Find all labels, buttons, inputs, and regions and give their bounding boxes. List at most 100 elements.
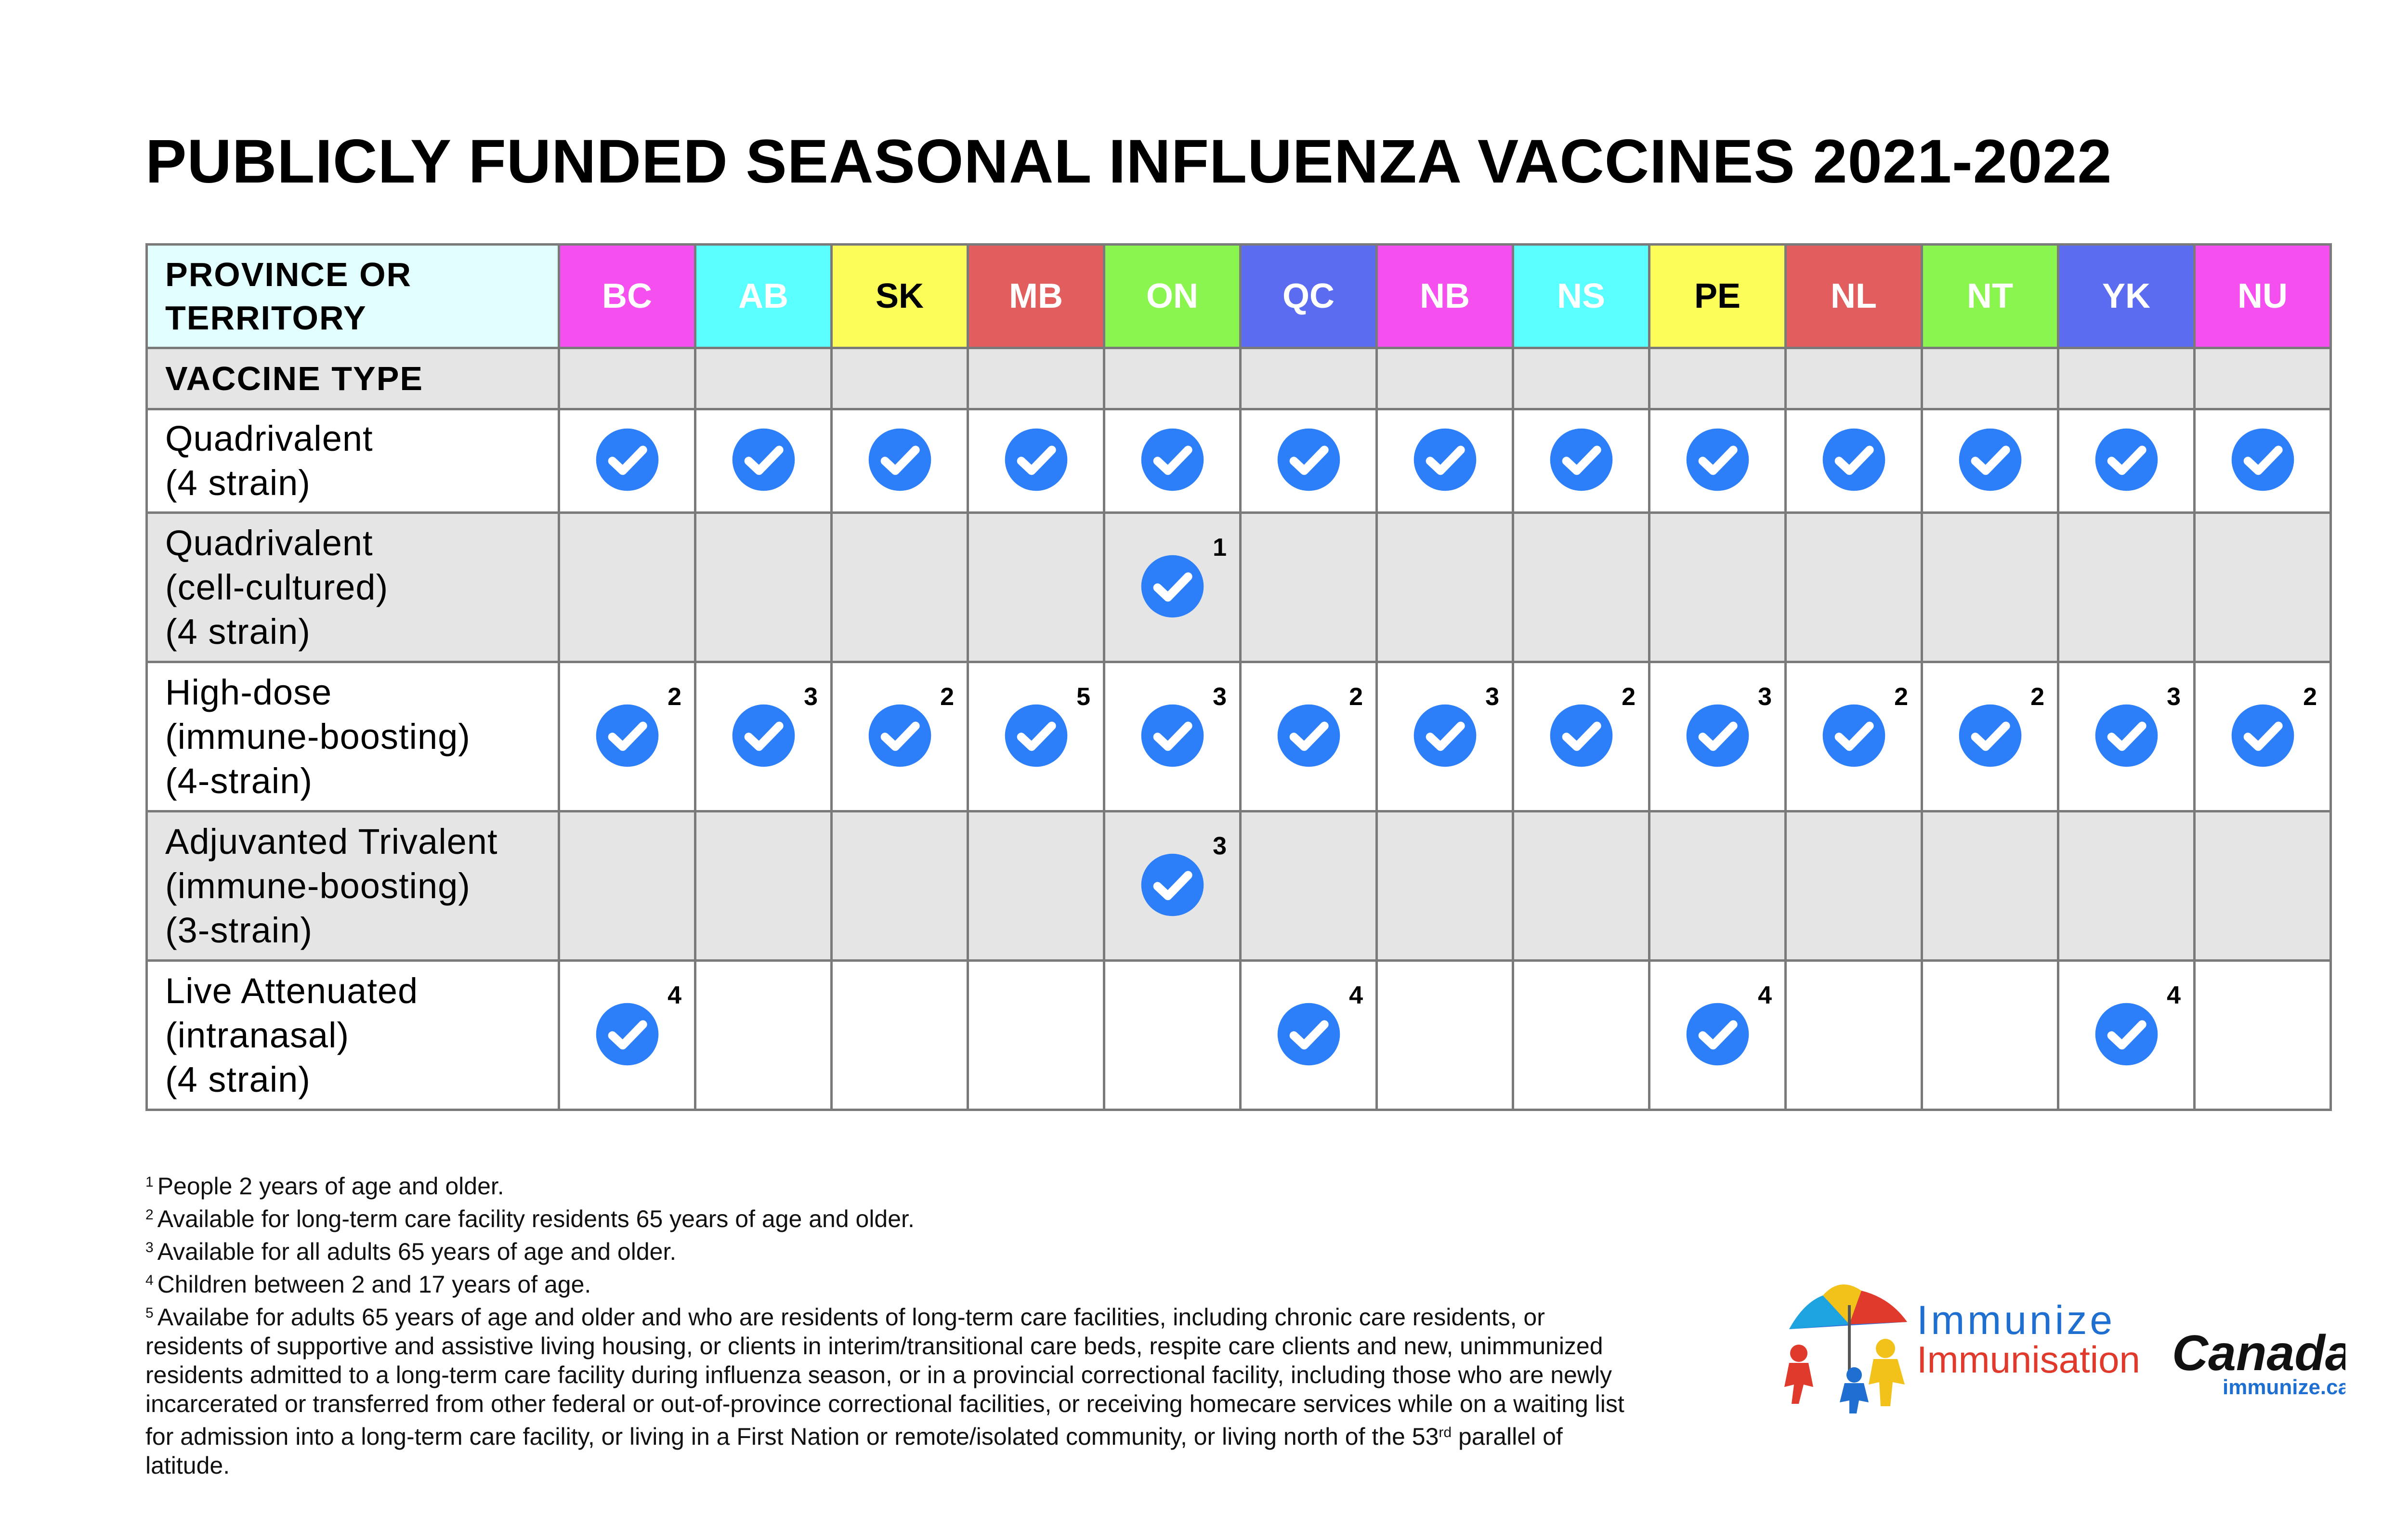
check-icon bbox=[1276, 427, 1341, 492]
check-icon bbox=[731, 703, 796, 768]
footnote-marker: 2 bbox=[940, 683, 954, 711]
footnote-marker: 3 bbox=[1485, 683, 1499, 711]
vaccine-type-cell bbox=[2057, 347, 2196, 410]
cell-qc bbox=[1239, 511, 1378, 663]
province-header-nu: NU bbox=[2193, 243, 2332, 349]
province-header-nb: NB bbox=[1375, 243, 1514, 349]
vaccine-type-label: VACCINE TYPE bbox=[145, 347, 560, 410]
cell-pe bbox=[1648, 810, 1787, 962]
cell-nu bbox=[2193, 511, 2332, 663]
check-icon bbox=[1685, 703, 1750, 768]
check-icon bbox=[1685, 427, 1750, 492]
check-icon bbox=[1958, 703, 2023, 768]
cell-pe: 4 bbox=[1648, 959, 1787, 1111]
check-icon bbox=[1821, 703, 1886, 768]
province-label-line2: TERRITORY bbox=[165, 299, 367, 337]
check-icon bbox=[867, 703, 932, 768]
immunize-canada-logo: Immunize Immunisation Canada immunize.ca bbox=[1777, 1276, 2353, 1416]
vaccine-row-label: Quadrivalent (4 strain) bbox=[145, 408, 560, 514]
vaccine-label-line: Adjuvanted Trivalent bbox=[165, 821, 498, 862]
vaccine-label-line: (immune-boosting) bbox=[165, 865, 471, 906]
vaccine-label-line: (4 strain) bbox=[165, 611, 311, 652]
province-header-sk: SK bbox=[830, 243, 969, 349]
vaccine-row-label: Live Attenuated (intranasal) (4 strain) bbox=[145, 959, 560, 1111]
cell-nl bbox=[1784, 408, 1923, 514]
footnote-marker: 2 bbox=[1622, 683, 1636, 711]
vaccine-type-cell bbox=[1239, 347, 1378, 410]
cell-pe bbox=[1648, 511, 1787, 663]
cell-ab bbox=[694, 959, 833, 1111]
footnote-marker: 3 bbox=[804, 683, 818, 711]
cell-ab bbox=[694, 511, 833, 663]
cell-on bbox=[1103, 959, 1242, 1111]
check-icon bbox=[1140, 703, 1205, 768]
cell-ns bbox=[1512, 511, 1650, 663]
province-header-ab: AB bbox=[694, 243, 833, 349]
check-icon bbox=[1140, 852, 1205, 917]
cell-qc: 2 bbox=[1239, 661, 1378, 812]
logo-word-immunize: Immunize bbox=[1917, 1297, 2115, 1343]
cell-ab: 3 bbox=[694, 661, 833, 812]
cell-nt bbox=[1921, 810, 2059, 962]
cell-yk: 3 bbox=[2057, 661, 2196, 812]
cell-bc bbox=[558, 408, 696, 514]
cell-on bbox=[1103, 408, 1242, 514]
cell-sk bbox=[830, 959, 969, 1111]
cell-mb bbox=[967, 810, 1105, 962]
cell-ab bbox=[694, 408, 833, 514]
vaccine-label-line: Quadrivalent bbox=[165, 523, 373, 563]
logo-word-canada: Canada bbox=[2172, 1325, 2345, 1381]
vaccine-label-line: (intranasal) bbox=[165, 1015, 350, 1055]
vaccine-type-cell bbox=[694, 347, 833, 410]
check-icon bbox=[1821, 427, 1886, 492]
check-icon bbox=[1004, 703, 1069, 768]
vaccine-label-line: (4-strain) bbox=[165, 760, 313, 801]
cell-nu: 2 bbox=[2193, 661, 2332, 812]
logo-graphic: Immunize Immunisation Canada immunize.ca bbox=[1784, 1284, 2353, 1413]
cell-on: 3 bbox=[1103, 810, 1242, 962]
check-icon bbox=[595, 427, 660, 492]
province-header-yk: YK bbox=[2057, 243, 2196, 349]
footnote-marker: 2 bbox=[2030, 683, 2044, 711]
check-icon bbox=[2094, 1002, 2159, 1067]
cell-sk bbox=[830, 511, 969, 663]
cell-nb bbox=[1375, 810, 1514, 962]
cell-sk: 2 bbox=[830, 661, 969, 812]
vaccine-row-label: Quadrivalent (cell-cultured) (4 strain) bbox=[145, 511, 560, 663]
cell-nu bbox=[2193, 408, 2332, 514]
check-icon bbox=[1276, 703, 1341, 768]
footnote-marker: 3 bbox=[2167, 683, 2181, 711]
vaccine-label-line: High-dose bbox=[165, 672, 332, 712]
check-icon bbox=[731, 427, 796, 492]
cell-mb bbox=[967, 511, 1105, 663]
logo-word-immunisation: Immunisation bbox=[1917, 1338, 2140, 1381]
footnote-4: 4 Children between 2 and 17 years of age. bbox=[145, 1271, 591, 1298]
cell-nl bbox=[1784, 511, 1923, 663]
province-header-nt: NT bbox=[1921, 243, 2059, 349]
footnote-marker: 5 bbox=[1076, 683, 1090, 711]
check-icon bbox=[1685, 1002, 1750, 1067]
footnote-marker: 2 bbox=[1349, 683, 1363, 711]
check-icon bbox=[1413, 703, 1478, 768]
cell-bc bbox=[558, 511, 696, 663]
footnote-marker: 1 bbox=[1213, 534, 1227, 562]
footnote-marker: 2 bbox=[2303, 683, 2317, 711]
vaccine-label-line: Quadrivalent bbox=[165, 418, 373, 458]
cell-mb bbox=[967, 959, 1105, 1111]
vaccine-type-cell bbox=[2193, 347, 2332, 410]
cell-bc bbox=[558, 810, 696, 962]
province-header-nl: NL bbox=[1784, 243, 1923, 349]
footnote-marker: 4 bbox=[1758, 981, 1772, 1009]
vaccine-type-header-row: VACCINE TYPE bbox=[145, 347, 2332, 410]
vaccine-row-label: High-dose (immune-boosting) (4-strain) bbox=[145, 661, 560, 812]
cell-qc: 4 bbox=[1239, 959, 1378, 1111]
cell-yk bbox=[2057, 511, 2196, 663]
cell-qc bbox=[1239, 810, 1378, 962]
cell-yk: 4 bbox=[2057, 959, 2196, 1111]
check-icon bbox=[2230, 703, 2295, 768]
cell-pe: 3 bbox=[1648, 661, 1787, 812]
cell-nb: 3 bbox=[1375, 661, 1514, 812]
province-header-label: PROVINCE OR TERRITORY bbox=[145, 243, 560, 349]
vaccine-row: High-dose (immune-boosting) (4-strain) 2 3 2 5… bbox=[145, 661, 2332, 812]
cell-nb bbox=[1375, 408, 1514, 514]
